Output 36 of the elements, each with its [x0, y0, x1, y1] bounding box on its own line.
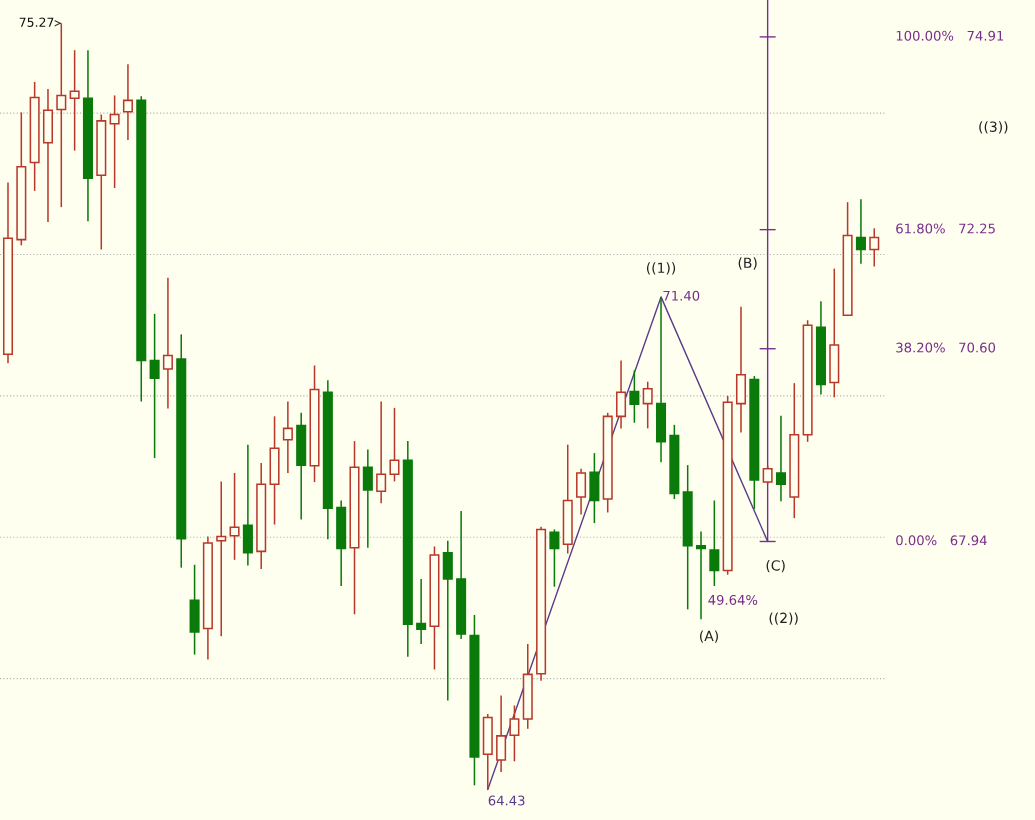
- candlestick: [149, 313, 160, 459]
- candlestick: [162, 277, 173, 410]
- candlestick: [642, 380, 653, 430]
- candlestick: [695, 530, 707, 621]
- candlestick: [869, 227, 880, 268]
- candlestick: [389, 407, 400, 483]
- text: 61.80% 72.25: [896, 223, 995, 234]
- candlestick: [109, 94, 120, 189]
- candlestick: [509, 704, 520, 763]
- text: 38.20% 70.60: [896, 342, 996, 353]
- candlestick: [416, 578, 427, 645]
- text: 100.00% 74.91: [896, 30, 1004, 41]
- annotation: 71.40: [663, 290, 700, 301]
- candlestick: [362, 448, 373, 549]
- candlestick: [229, 472, 240, 561]
- candlestick: [855, 198, 866, 265]
- annotation: ((1)): [646, 262, 676, 275]
- candlestick: [282, 400, 293, 474]
- candlestick: [122, 63, 133, 141]
- candlestick: [775, 414, 787, 502]
- text: ((3)): [979, 121, 1008, 134]
- candlestick: [216, 480, 227, 637]
- candlestick: [709, 499, 720, 587]
- candlestick: [376, 400, 387, 505]
- annotation: 64.43: [488, 795, 525, 806]
- candlestick: [629, 369, 640, 424]
- annotation: 49.64%: [708, 594, 758, 605]
- candlestick: [69, 49, 80, 152]
- candlestick: [762, 465, 773, 485]
- annotation: (B): [738, 257, 757, 270]
- annotation: (A): [700, 630, 718, 643]
- text: 0.00% 67.94: [896, 535, 987, 546]
- candlestick: [549, 528, 560, 588]
- annotation: (C): [766, 559, 785, 573]
- annotation: ((2)): [769, 612, 798, 625]
- annotation: 75.27: [19, 17, 54, 27]
